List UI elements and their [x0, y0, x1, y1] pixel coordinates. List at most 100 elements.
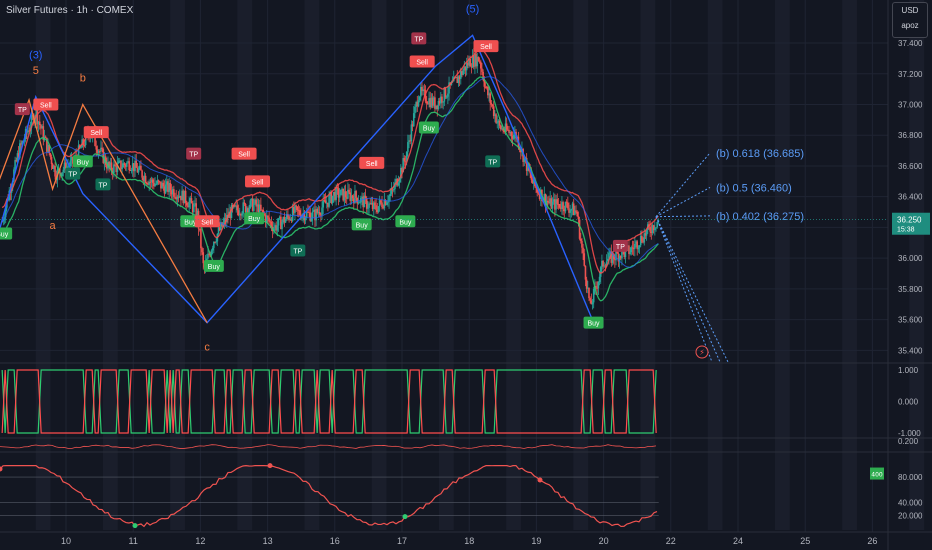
- osc3-tick-label: 40.000: [898, 499, 923, 508]
- osc3-badge: [870, 467, 884, 480]
- fib-projection-line: [655, 216, 729, 363]
- wave-label: (5): [466, 3, 479, 15]
- signal-badge[interactable]: [83, 126, 109, 139]
- date-tick-label: 24: [733, 536, 743, 546]
- signal-badge[interactable]: [95, 178, 111, 191]
- candle-body: [157, 180, 160, 182]
- oscillator-pane-1[interactable]: [1, 369, 657, 434]
- candle-body: [11, 181, 14, 187]
- signal-badge[interactable]: [244, 212, 265, 225]
- candle-body: [549, 198, 551, 204]
- price-tick-label: 36.600: [898, 162, 923, 171]
- candle-body: [440, 96, 442, 104]
- candle-body: [401, 167, 403, 173]
- signal-badge[interactable]: [65, 167, 81, 180]
- candle-body: [315, 209, 317, 221]
- candle-body: [479, 61, 482, 69]
- oscillator-pane-2[interactable]: [0, 444, 657, 449]
- candle-body: [294, 205, 296, 213]
- candle-body: [46, 137, 48, 152]
- candle-body: [195, 203, 197, 216]
- candle-body: [579, 238, 582, 241]
- candle-body: [147, 183, 149, 185]
- lightning-icon[interactable]: [695, 345, 709, 359]
- candle-body: [510, 132, 513, 137]
- elliott-wave-line[interactable]: [0, 34, 595, 324]
- candle-body: [590, 300, 593, 305]
- candle-body: [416, 102, 419, 107]
- signal-badge[interactable]: [203, 259, 224, 272]
- signal-badge[interactable]: [0, 227, 13, 240]
- candle-body: [124, 165, 127, 167]
- signal-badge[interactable]: [359, 156, 385, 169]
- signal-badge[interactable]: [33, 98, 59, 111]
- signal-badge[interactable]: [411, 32, 427, 45]
- signal-label: Buy: [587, 321, 600, 328]
- candle-body: [282, 217, 285, 222]
- candle-body: [388, 196, 390, 202]
- signal-badge[interactable]: [351, 218, 372, 231]
- signal-badge[interactable]: [485, 155, 501, 168]
- candle-body: [585, 279, 588, 289]
- candle-body: [374, 202, 376, 206]
- price-tick-label: 36.800: [898, 131, 923, 140]
- candle-body: [16, 153, 19, 162]
- candle-body: [30, 115, 33, 128]
- candle-body: [421, 86, 423, 92]
- signal-badge[interactable]: [245, 175, 271, 188]
- candle-body: [234, 205, 236, 207]
- signal-badge[interactable]: [473, 40, 499, 53]
- signal-badge[interactable]: [612, 239, 628, 252]
- candle-body: [470, 66, 473, 68]
- candle-body: [536, 188, 539, 193]
- signal-badge[interactable]: [72, 155, 93, 168]
- date-tick-label: 19: [531, 536, 541, 546]
- currency-selector[interactable]: USD apoz: [892, 2, 928, 38]
- signal-badge[interactable]: [194, 215, 220, 228]
- candle-body: [323, 199, 326, 201]
- candle-body: [269, 221, 272, 223]
- session-band: [304, 0, 320, 530]
- candle-body: [437, 100, 440, 109]
- candle-body: [181, 190, 183, 201]
- abc-wave-line[interactable]: [0, 97, 208, 323]
- signal-badge[interactable]: [14, 103, 30, 116]
- osc1-tick-label: 0.000: [898, 398, 919, 407]
- candle-body: [332, 191, 335, 196]
- candle-body: [614, 259, 616, 261]
- candle-body: [651, 225, 654, 233]
- candle-body: [548, 202, 550, 204]
- candle-body: [543, 193, 546, 200]
- candle-body: [570, 209, 573, 211]
- signal-badge[interactable]: [395, 215, 416, 228]
- main-pane[interactable]: (3)5bac(5)BuyTPSellBuyTPSellTPTPBuySellB…: [0, 3, 888, 363]
- candle-body: [435, 105, 437, 109]
- signal-badge[interactable]: [290, 244, 306, 257]
- signal-badge[interactable]: [186, 147, 202, 160]
- candle-body: [122, 163, 125, 168]
- signal-badge[interactable]: [583, 316, 604, 329]
- candle-body: [335, 187, 337, 200]
- candle-body: [527, 163, 529, 171]
- candle-body: [365, 198, 368, 209]
- signal-badge[interactable]: [231, 147, 257, 160]
- candle-body: [114, 164, 116, 166]
- candle-body: [96, 149, 99, 154]
- candle-body: [141, 170, 143, 178]
- signal-label: TP: [18, 107, 27, 114]
- signal-label: TP: [68, 172, 77, 179]
- signal-badge[interactable]: [418, 121, 439, 134]
- wave-label: (3): [29, 49, 42, 61]
- candle-body: [322, 199, 325, 208]
- candle-body: [244, 203, 247, 213]
- signal-label: Sell: [366, 161, 378, 168]
- oscillator-pane-3[interactable]: [0, 463, 659, 529]
- candle-body: [142, 177, 145, 182]
- signal-badge[interactable]: [409, 55, 435, 68]
- candle-body: [650, 231, 653, 233]
- date-tick-label: 11: [129, 536, 138, 546]
- symbol-title[interactable]: Silver Futures · 1h · COMEX: [6, 5, 134, 16]
- candle-body: [130, 170, 133, 172]
